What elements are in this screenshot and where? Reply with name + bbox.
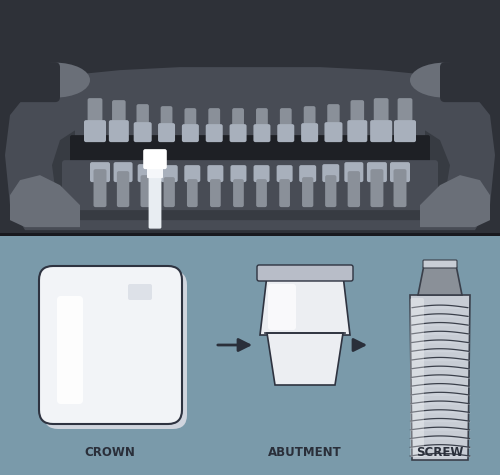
FancyBboxPatch shape [299, 165, 316, 182]
FancyBboxPatch shape [233, 179, 244, 207]
FancyBboxPatch shape [44, 271, 187, 429]
FancyBboxPatch shape [75, 109, 425, 143]
FancyBboxPatch shape [140, 175, 152, 207]
FancyBboxPatch shape [138, 164, 154, 182]
FancyBboxPatch shape [304, 106, 316, 140]
FancyBboxPatch shape [325, 175, 336, 207]
FancyBboxPatch shape [160, 106, 172, 140]
FancyBboxPatch shape [112, 100, 126, 140]
FancyBboxPatch shape [208, 108, 220, 140]
FancyBboxPatch shape [280, 179, 290, 207]
FancyBboxPatch shape [109, 120, 129, 142]
FancyBboxPatch shape [0, 62, 60, 102]
FancyBboxPatch shape [184, 165, 200, 182]
FancyBboxPatch shape [301, 123, 318, 142]
FancyBboxPatch shape [350, 100, 364, 140]
FancyBboxPatch shape [210, 179, 220, 207]
FancyBboxPatch shape [184, 108, 196, 140]
FancyBboxPatch shape [39, 266, 182, 424]
Bar [0, 235, 500, 475]
FancyBboxPatch shape [128, 284, 152, 300]
FancyBboxPatch shape [322, 164, 340, 182]
FancyBboxPatch shape [370, 169, 384, 207]
FancyBboxPatch shape [370, 120, 392, 142]
Polygon shape [52, 120, 450, 220]
FancyBboxPatch shape [182, 124, 199, 142]
FancyBboxPatch shape [136, 104, 149, 140]
Polygon shape [420, 175, 490, 227]
FancyBboxPatch shape [232, 108, 244, 140]
FancyBboxPatch shape [268, 284, 296, 330]
FancyBboxPatch shape [90, 162, 110, 182]
FancyBboxPatch shape [57, 296, 83, 404]
FancyBboxPatch shape [256, 179, 267, 207]
FancyBboxPatch shape [256, 108, 268, 140]
Bar [0, 0, 500, 235]
FancyBboxPatch shape [208, 165, 224, 182]
FancyBboxPatch shape [230, 165, 246, 182]
FancyBboxPatch shape [423, 260, 457, 268]
FancyBboxPatch shape [164, 177, 175, 207]
FancyBboxPatch shape [410, 298, 424, 457]
Text: ABUTMENT: ABUTMENT [268, 446, 342, 459]
FancyBboxPatch shape [117, 171, 130, 207]
FancyBboxPatch shape [276, 165, 292, 182]
FancyBboxPatch shape [280, 108, 291, 140]
FancyBboxPatch shape [94, 169, 106, 207]
FancyBboxPatch shape [257, 265, 353, 281]
FancyBboxPatch shape [206, 124, 222, 142]
FancyBboxPatch shape [328, 104, 340, 140]
FancyBboxPatch shape [324, 122, 342, 142]
Polygon shape [260, 275, 350, 335]
FancyBboxPatch shape [302, 177, 314, 207]
Bar [0, 233, 500, 236]
FancyBboxPatch shape [88, 98, 102, 140]
FancyBboxPatch shape [398, 98, 412, 140]
Text: SCREW: SCREW [416, 446, 464, 459]
FancyBboxPatch shape [344, 162, 364, 182]
FancyBboxPatch shape [394, 169, 406, 207]
FancyBboxPatch shape [148, 174, 162, 228]
FancyBboxPatch shape [114, 162, 132, 182]
FancyBboxPatch shape [440, 62, 500, 102]
FancyBboxPatch shape [394, 120, 416, 142]
Polygon shape [410, 295, 470, 460]
FancyBboxPatch shape [348, 171, 360, 207]
FancyBboxPatch shape [390, 162, 410, 182]
FancyBboxPatch shape [254, 165, 270, 182]
FancyBboxPatch shape [348, 120, 368, 142]
FancyBboxPatch shape [187, 179, 198, 207]
FancyBboxPatch shape [70, 135, 430, 169]
Ellipse shape [410, 63, 480, 98]
FancyBboxPatch shape [62, 160, 438, 210]
FancyBboxPatch shape [84, 120, 106, 142]
FancyBboxPatch shape [160, 165, 178, 182]
FancyBboxPatch shape [374, 98, 388, 140]
Polygon shape [5, 67, 495, 230]
FancyBboxPatch shape [143, 149, 167, 169]
FancyBboxPatch shape [158, 123, 175, 142]
FancyBboxPatch shape [230, 124, 246, 142]
FancyBboxPatch shape [254, 124, 270, 142]
FancyBboxPatch shape [134, 122, 152, 142]
FancyBboxPatch shape [367, 162, 387, 182]
FancyBboxPatch shape [147, 162, 163, 178]
Text: CROWN: CROWN [84, 446, 136, 459]
Polygon shape [10, 175, 80, 227]
FancyBboxPatch shape [278, 124, 294, 142]
Polygon shape [418, 265, 462, 295]
Polygon shape [267, 333, 343, 385]
Ellipse shape [20, 63, 90, 98]
